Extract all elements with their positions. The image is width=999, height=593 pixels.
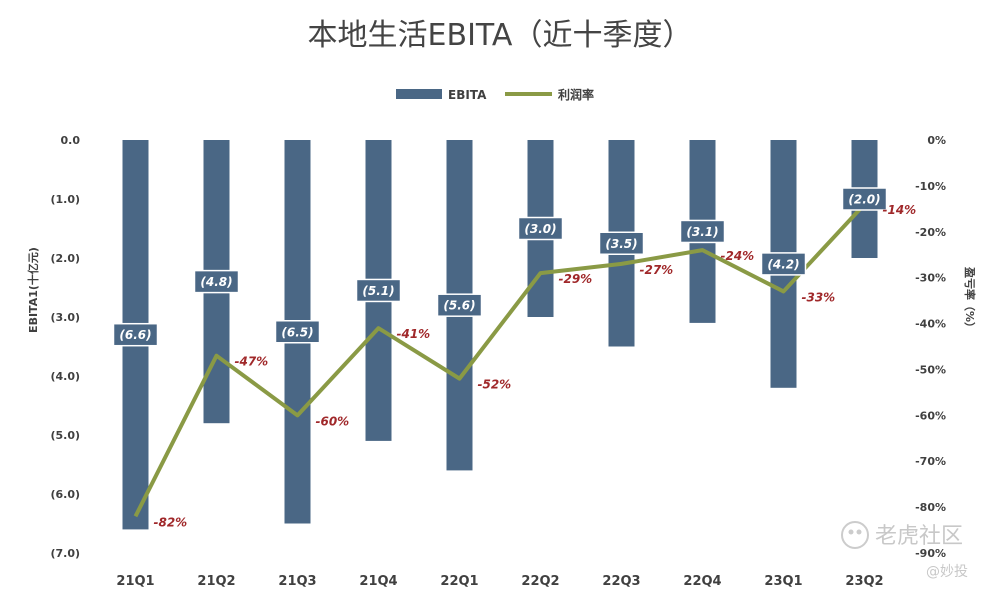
margin-data-label: -82% (154, 515, 188, 529)
category-label: 21Q4 (359, 574, 397, 589)
watermark-sub: @妙投 (926, 564, 968, 580)
category-label: 22Q2 (521, 574, 559, 589)
category-label: 22Q3 (602, 574, 640, 589)
left-tick-label: (6.0) (50, 488, 80, 501)
margin-data-label: -33% (802, 290, 836, 304)
left-tick-label: (1.0) (50, 193, 80, 206)
margin-data-label: -41% (397, 327, 431, 341)
left-tick-label: (5.0) (50, 429, 80, 442)
ebita-data-label: (6.5) (281, 325, 313, 339)
right-axis-ticks: 0% -10% -20% -30% -40% -50% -60% -70% -80% -90% (915, 134, 946, 560)
right-tick-label: -20% (915, 226, 946, 239)
category-label: 22Q1 (440, 574, 478, 589)
left-tick-label: (4.0) (50, 370, 80, 383)
margin-labels: -82% -47% -60% -41% -52% -29% -27% -24% -33% -14% (154, 203, 917, 529)
left-tick-label: 0.0 (61, 134, 81, 147)
margin-data-label: -14% (883, 203, 917, 217)
left-tick-label: (2.0) (50, 252, 80, 265)
ebita-label-box (112, 322, 159, 347)
legend-label-ebita: EBITA (448, 88, 487, 102)
ebita-label-box (760, 252, 807, 276)
margin-data-label: -52% (478, 378, 512, 392)
right-tick-label: -10% (915, 180, 946, 193)
legend-label-margin: 利润率 (558, 87, 594, 102)
left-tick-label: (7.0) (50, 547, 80, 560)
ebita-label-box (355, 278, 402, 303)
watermark-text: 老虎社区 (875, 524, 963, 549)
chart-title: 本地生活EBITA（近十季度） (308, 18, 693, 53)
right-tick-label: 0% (927, 134, 946, 147)
margin-line (133, 202, 866, 518)
ebita-label-box (274, 320, 321, 344)
category-label: 23Q1 (764, 574, 802, 589)
ebita-data-label: (3.0) (524, 222, 556, 236)
ebita-bar-labels: (6.6) (4.8) (6.5) (5.1) (5.6) (3.0) (3.5) (3.1)… (112, 187, 888, 347)
margin-data-label: -24% (721, 249, 755, 263)
right-tick-label: -80% (915, 501, 946, 514)
margin-data-label: -47% (235, 355, 269, 369)
right-axis-title: 盈亏率（%） (963, 266, 977, 333)
margin-line-layer (133, 202, 866, 518)
category-label: 23Q2 (845, 574, 883, 589)
ebita-label-box (436, 293, 483, 317)
ebita-data-label: (5.1) (362, 284, 394, 298)
left-axis-ticks: 0.0 (1.0) (2.0) (3.0) (4.0) (5.0) (6.0) (7.0) (50, 134, 80, 560)
watermark-logo-eye-icon (848, 529, 854, 535)
category-label: 21Q3 (278, 574, 316, 589)
category-labels: 21Q1 21Q2 21Q3 21Q4 22Q1 22Q2 22Q3 22Q4 23Q1 23Q2 (116, 574, 883, 589)
ebita-label-box (841, 187, 888, 211)
category-label: 22Q4 (683, 574, 721, 589)
legend-swatch-ebita (396, 89, 442, 99)
ebita-data-label: (6.6) (119, 328, 151, 342)
right-tick-label: -50% (915, 363, 946, 376)
ebita-bars (122, 140, 878, 530)
right-tick-label: -90% (915, 547, 946, 560)
left-tick-label: (3.0) (50, 311, 80, 324)
margin-data-label: -29% (559, 272, 593, 286)
left-axis-title: EBITA1(十亿元) (26, 247, 40, 333)
ebita-data-label: (4.2) (767, 257, 799, 271)
ebita-label-box (598, 231, 645, 255)
right-tick-label: -30% (915, 272, 946, 285)
watermark-logo-icon (841, 521, 869, 549)
ebita-data-label: (4.8) (200, 275, 232, 289)
margin-data-label: -27% (640, 263, 674, 277)
ebita-label-box (193, 269, 240, 294)
right-tick-label: -40% (915, 318, 946, 331)
ebita-data-label: (5.6) (443, 299, 475, 313)
ebita-data-label: (2.0) (848, 193, 880, 207)
ebita-label-box (679, 219, 726, 244)
watermark: 老虎社区 @妙投 (841, 521, 968, 580)
watermark-logo-eye2-icon (856, 529, 862, 535)
category-label: 21Q1 (116, 574, 154, 589)
category-label: 21Q2 (197, 574, 235, 589)
right-tick-label: -60% (915, 409, 946, 422)
ebita-data-label: (3.1) (686, 225, 718, 239)
ebita-data-label: (3.5) (605, 237, 637, 251)
right-tick-label: -70% (915, 455, 946, 468)
margin-data-label: -60% (316, 414, 350, 428)
legend: EBITA 利润率 (396, 87, 594, 102)
ebita-label-box (517, 216, 564, 241)
